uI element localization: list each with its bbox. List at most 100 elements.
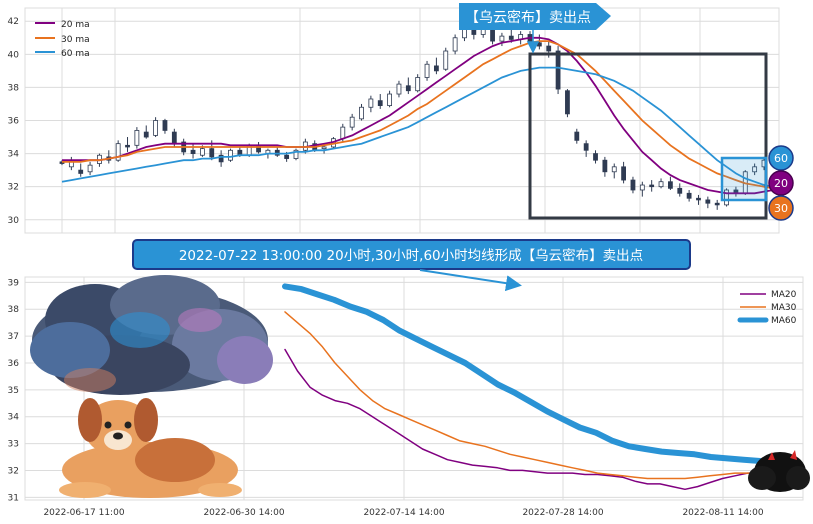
top-candlestick-panel: 30 32 34 36 38 40 42 20 ma 30 ma 60 ma 【乌云密布】卖… (8, 3, 794, 234)
candle-body (125, 144, 130, 148)
candle (377, 94, 383, 109)
bottom-x-tick-label: 2022-06-17 11:00 (43, 508, 124, 518)
candle-body (115, 143, 121, 161)
candle-body (705, 199, 711, 204)
candle-body (714, 202, 720, 206)
candle (443, 47, 449, 71)
candle (696, 194, 701, 205)
candle (677, 183, 683, 197)
dark-cloud-icon (30, 275, 273, 395)
legend-label-30ma: 30 ma (61, 35, 90, 45)
candle-body (658, 181, 664, 188)
candle-body (340, 126, 346, 140)
candle (368, 95, 374, 113)
candle-body (499, 35, 505, 42)
candle (396, 80, 402, 98)
candle-body (724, 189, 729, 206)
candle (705, 196, 711, 209)
candle-body (293, 149, 299, 159)
candle-body (368, 98, 374, 108)
candle-body (134, 130, 140, 146)
candle (359, 103, 364, 121)
candle (87, 161, 93, 176)
candle-body (359, 106, 364, 120)
candle (668, 176, 673, 190)
bottom-y-axis: 31 32 33 34 35 36 37 38 39 (8, 278, 20, 503)
candle (752, 163, 758, 176)
candle-body (153, 120, 159, 136)
candle (714, 199, 720, 210)
bottom-y-tick-label: 37 (8, 332, 19, 342)
top-y-tick-label: 36 (8, 117, 20, 127)
badge-20: 20 (768, 170, 794, 196)
candle-body (443, 50, 449, 70)
bottom-x-tick-label: 2022-07-14 14:00 (363, 508, 444, 518)
candle-body (602, 159, 608, 173)
bottom-line-ma60 (282, 283, 763, 464)
candle-body (583, 143, 589, 151)
candle (415, 74, 421, 93)
candle-body (396, 83, 402, 95)
legend-label-60ma: 60 ma (61, 49, 90, 59)
top-callout-shape (459, 3, 611, 30)
candle-body (218, 154, 224, 163)
top-callout-pointer (526, 30, 540, 54)
dog-icon (59, 398, 242, 498)
candle (349, 113, 355, 131)
candle-body (405, 85, 411, 92)
candle (658, 178, 664, 189)
candle-body (611, 166, 617, 173)
candle-body (639, 184, 645, 191)
candle (565, 89, 570, 118)
badge-60: 60 (768, 145, 794, 171)
badge-30: 30 (768, 195, 794, 221)
candle (611, 163, 617, 179)
candle (724, 188, 729, 207)
legend-label-20ma: 20 ma (61, 20, 90, 30)
candle-body (452, 37, 458, 52)
candle (228, 148, 233, 162)
bottom-line-ma30 (284, 311, 761, 480)
candle (630, 176, 636, 194)
candle (686, 189, 692, 202)
top-y-tick-label: 40 (8, 50, 20, 60)
candle-body (321, 146, 327, 150)
candle (583, 140, 589, 157)
candle-body (565, 90, 570, 115)
candle-body (574, 131, 580, 141)
top-y-tick-label: 38 (8, 83, 20, 93)
candle-body (78, 169, 84, 174)
signal-region-box (528, 52, 768, 220)
candle-body (668, 181, 673, 189)
top-callout-text: 【乌云密布】卖出点 (465, 9, 591, 26)
bottom-y-tick-label: 34 (8, 413, 20, 423)
banner-pointer (419, 269, 522, 292)
bottom-legend: MA20 MA30 MA60 (737, 290, 797, 326)
candle-body (555, 50, 561, 90)
candle-body (209, 148, 215, 158)
candle-body (171, 131, 177, 145)
badge-20-label: 20 (774, 177, 788, 190)
candle (162, 118, 168, 134)
candle (405, 77, 411, 95)
bottom-y-tick-label: 39 (8, 278, 20, 288)
bottom-y-tick-label: 35 (8, 386, 19, 396)
signal-banner: 2022-07-22 13:00:00 20小时,30小时,60小时均线形成【乌… (132, 239, 691, 292)
bottom-y-tick-label: 32 (8, 466, 19, 476)
candle-body (228, 149, 233, 161)
legend-label-ma30: MA30 (771, 303, 797, 313)
bottom-x-tick-label: 2022-06-30 14:00 (203, 508, 284, 518)
candle-body (593, 153, 598, 161)
candle-body (377, 100, 383, 107)
candle-body (546, 45, 552, 52)
candle (134, 127, 140, 149)
candle (293, 148, 299, 161)
top-y-tick-label: 42 (8, 17, 19, 27)
candle-body (686, 192, 692, 199)
candle-body (190, 149, 196, 154)
bottom-ma-lines (282, 283, 763, 491)
badge-60-label: 60 (774, 152, 788, 165)
banner-box (132, 239, 691, 270)
top-line-ma30 (62, 40, 783, 190)
